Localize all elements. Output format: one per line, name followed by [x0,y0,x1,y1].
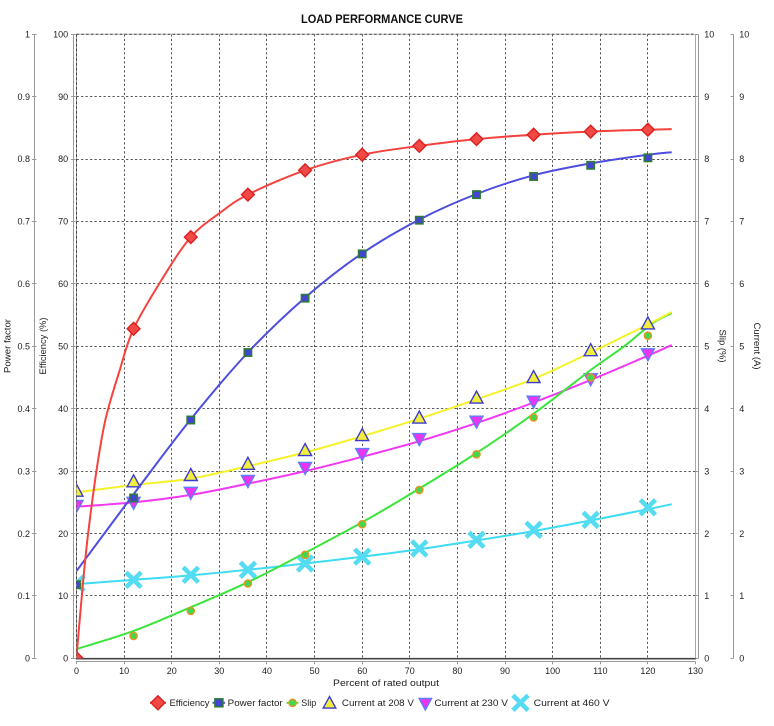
svg-text:20: 20 [58,529,68,539]
svg-text:130: 130 [688,666,703,676]
svg-text:9: 9 [739,92,744,102]
svg-text:2: 2 [739,529,744,539]
svg-text:90: 90 [500,666,510,676]
svg-text:80: 80 [58,154,68,164]
svg-text:60: 60 [58,279,68,289]
svg-text:0: 0 [74,666,79,676]
svg-text:10: 10 [739,29,749,39]
svg-text:0.6: 0.6 [17,279,30,289]
svg-text:Current at 230 V: Current at 230 V [434,698,508,708]
svg-text:10: 10 [119,666,129,676]
svg-text:3: 3 [739,466,744,476]
svg-text:0.2: 0.2 [17,529,30,539]
svg-text:50: 50 [310,666,320,676]
svg-text:30: 30 [58,466,68,476]
svg-text:0.4: 0.4 [17,404,30,414]
svg-text:90: 90 [58,92,68,102]
svg-text:110: 110 [593,666,607,676]
svg-text:1: 1 [739,591,744,601]
svg-text:0: 0 [63,654,68,664]
svg-text:100: 100 [545,666,560,676]
svg-text:Efficiency: Efficiency [170,698,211,708]
svg-text:Power factor: Power factor [228,698,283,708]
svg-text:7: 7 [739,217,744,227]
svg-text:4: 4 [704,404,709,414]
svg-text:70: 70 [405,666,415,676]
svg-text:1: 1 [704,591,709,601]
svg-text:80: 80 [452,666,462,676]
svg-text:40: 40 [58,404,68,414]
svg-text:0: 0 [25,654,30,664]
svg-text:0.1: 0.1 [17,591,30,601]
svg-text:Current (A): Current (A) [751,323,762,370]
svg-text:Slip: Slip [301,698,316,708]
svg-text:0.9: 0.9 [17,92,30,102]
svg-text:Current at 460 V: Current at 460 V [534,698,610,708]
svg-text:Percent of rated output: Percent of rated output [333,678,439,689]
svg-text:0: 0 [739,654,744,664]
svg-text:Power factor: Power factor [3,319,14,373]
svg-text:4: 4 [739,404,744,414]
svg-text:0.3: 0.3 [17,466,30,476]
svg-text:8: 8 [739,154,744,164]
svg-text:60: 60 [357,666,367,676]
svg-text:LOAD PERFORMANCE CURVE: LOAD PERFORMANCE CURVE [301,14,463,26]
svg-text:6: 6 [739,279,744,289]
svg-text:Slip (%): Slip (%) [717,330,728,363]
svg-text:8: 8 [704,154,709,164]
svg-text:10: 10 [58,591,68,601]
svg-text:0.8: 0.8 [17,154,30,164]
svg-text:1: 1 [25,29,30,39]
svg-text:0: 0 [704,654,709,664]
svg-text:10: 10 [704,29,714,39]
svg-text:5: 5 [739,342,744,352]
svg-text:3: 3 [704,466,709,476]
svg-text:Current at 208 V: Current at 208 V [342,698,414,708]
svg-text:0.7: 0.7 [17,217,30,227]
svg-text:5: 5 [704,342,709,352]
svg-text:6: 6 [704,279,709,289]
svg-text:2: 2 [704,529,709,539]
svg-text:20: 20 [167,666,177,676]
svg-text:40: 40 [262,666,272,676]
svg-text:30: 30 [214,666,224,676]
svg-text:Efficiency (%): Efficiency (%) [38,318,49,375]
svg-text:50: 50 [58,342,68,352]
svg-text:120: 120 [640,666,655,676]
svg-text:9: 9 [704,92,709,102]
svg-text:7: 7 [704,217,709,227]
svg-text:0.5: 0.5 [17,342,30,352]
svg-text:100: 100 [53,29,68,39]
svg-text:70: 70 [58,217,68,227]
